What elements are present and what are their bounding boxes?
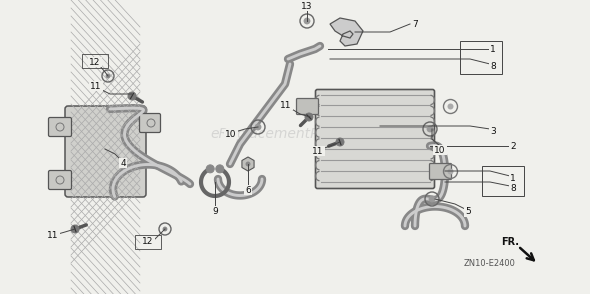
Text: 11: 11 (47, 231, 59, 240)
Circle shape (447, 168, 454, 175)
Polygon shape (330, 18, 363, 46)
Circle shape (106, 74, 110, 78)
Circle shape (429, 196, 435, 202)
Text: 8: 8 (510, 183, 516, 193)
Bar (460, 41, 502, 74)
Text: 11: 11 (312, 146, 324, 156)
FancyBboxPatch shape (48, 118, 71, 136)
Circle shape (255, 124, 261, 130)
Circle shape (304, 18, 310, 24)
Text: 4: 4 (120, 158, 126, 168)
Polygon shape (242, 157, 254, 171)
Bar (82, 54, 108, 68)
Text: 8: 8 (490, 61, 496, 71)
FancyBboxPatch shape (430, 163, 451, 180)
Text: 11: 11 (280, 101, 291, 109)
Text: 10: 10 (434, 146, 446, 155)
Circle shape (245, 161, 250, 166)
Text: ZN10-E2400: ZN10-E2400 (464, 260, 516, 268)
Text: 7: 7 (412, 19, 418, 29)
Bar (135, 235, 161, 249)
Text: 9: 9 (212, 206, 218, 216)
Text: 12: 12 (89, 58, 101, 66)
Text: 10: 10 (225, 129, 237, 138)
Circle shape (71, 225, 79, 233)
FancyBboxPatch shape (65, 106, 146, 197)
Text: 1: 1 (490, 44, 496, 54)
Circle shape (128, 92, 136, 100)
Circle shape (427, 126, 433, 132)
FancyBboxPatch shape (48, 171, 71, 190)
FancyBboxPatch shape (139, 113, 160, 133)
Circle shape (336, 138, 344, 146)
Circle shape (447, 103, 454, 109)
Text: eReplacementParts.com: eReplacementParts.com (210, 127, 380, 141)
Text: FR.: FR. (501, 237, 519, 247)
Text: 1: 1 (510, 173, 516, 183)
Bar (482, 166, 524, 196)
Circle shape (163, 227, 168, 231)
Circle shape (305, 113, 313, 121)
FancyBboxPatch shape (297, 98, 319, 114)
Text: 2: 2 (510, 141, 516, 151)
Circle shape (216, 165, 224, 173)
Text: 5: 5 (465, 208, 471, 216)
Circle shape (206, 165, 214, 173)
Text: 12: 12 (142, 238, 153, 246)
Text: 3: 3 (490, 126, 496, 136)
Text: 11: 11 (90, 81, 101, 91)
Text: 13: 13 (301, 1, 313, 11)
FancyBboxPatch shape (316, 89, 434, 188)
Text: 6: 6 (245, 186, 251, 195)
